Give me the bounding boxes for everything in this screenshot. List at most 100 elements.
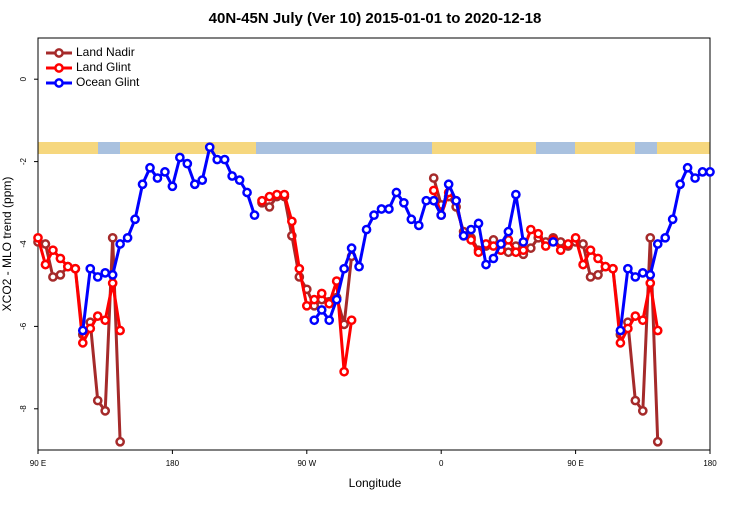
point [316,305,327,315]
point [473,218,484,229]
point [100,315,111,326]
point [361,224,372,235]
point [637,267,648,278]
point [100,267,111,278]
y-tick-label: -4 [19,240,28,248]
land-strip [575,142,635,154]
point [697,167,708,177]
point [85,263,96,274]
point [324,298,335,309]
point [309,315,320,326]
point [555,245,566,256]
point [40,239,51,249]
point [249,210,260,221]
point [593,253,603,264]
point [600,261,611,272]
point [204,142,215,153]
plot-frame [37,37,711,451]
legend-marker [54,48,64,58]
legend-marker [54,78,64,88]
y-tick-label: 0 [19,76,28,81]
point [115,239,125,249]
point [488,241,499,251]
point [391,187,402,198]
point [630,311,641,321]
point [630,272,641,282]
point [473,247,484,258]
point [242,187,252,198]
point [33,232,43,243]
point [705,167,715,177]
chart-title: 40N-45N July (Ver 10) 2015-01-01 to 2020… [209,10,542,27]
y-tick-label: -6 [19,322,28,330]
point [637,406,648,416]
point [339,366,349,377]
point [443,179,454,190]
point [175,152,185,163]
x-tick-label: 0 [439,459,444,468]
point [309,294,320,305]
point [533,228,544,239]
point [197,175,208,185]
point [623,263,633,274]
point [287,216,297,227]
point [503,247,514,258]
point [637,315,648,326]
point [451,195,461,206]
point [615,325,626,336]
point [167,181,178,192]
point [272,189,282,200]
point [331,294,342,305]
point [428,195,439,206]
point [466,224,476,235]
x-tick-label: 90 E [30,459,46,468]
land-strip [432,142,536,154]
point [294,263,305,274]
point [384,204,394,214]
y-tick-label: -2 [19,157,28,165]
point [481,259,491,270]
point [540,241,551,251]
land-strip [120,142,256,154]
land-strip [657,142,710,154]
point [645,232,656,243]
point [518,237,529,247]
point [652,325,663,336]
point [585,245,596,256]
point [92,311,103,321]
point [92,395,103,406]
point [92,272,103,282]
point [160,167,170,177]
point [115,325,125,336]
point [682,162,693,173]
legend-label: Land Glint [76,60,131,74]
point [182,158,193,169]
point [652,239,663,249]
point [346,243,357,253]
point [107,270,118,280]
point [608,263,618,274]
legend-marker [54,63,64,73]
point [645,278,656,288]
point [563,239,573,249]
point [152,173,163,183]
point [63,261,73,272]
point [100,406,111,416]
point [675,179,685,190]
point [48,272,58,282]
legend-label: Land Nadir [76,45,135,59]
point [428,173,439,183]
point [413,220,424,231]
y-axis-label: XCO2 - MLO trend (ppm) [0,177,14,312]
point [645,270,656,280]
point [428,185,439,196]
point [122,232,133,243]
point [264,202,275,212]
point [615,338,626,348]
point [279,189,290,200]
point [257,195,267,206]
point [458,230,469,241]
x-axis-label: Longitude [349,476,402,490]
point [346,315,357,326]
land-mask-strip [38,142,710,154]
